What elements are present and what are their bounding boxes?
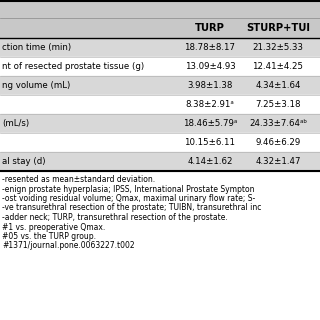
- Text: #1371/journal.pone.0063227.t002: #1371/journal.pone.0063227.t002: [2, 242, 135, 251]
- Text: -ve transurethral resection of the prostate; TUIBN, transurethral inc: -ve transurethral resection of the prost…: [2, 204, 261, 212]
- Text: -adder neck; TURP, transurethral resection of the prostate.: -adder neck; TURP, transurethral resecti…: [2, 213, 228, 222]
- Text: -resented as mean±standard deviation.: -resented as mean±standard deviation.: [2, 175, 155, 184]
- Text: -enign prostate hyperplasia; IPSS, International Prostate Sympton: -enign prostate hyperplasia; IPSS, Inter…: [2, 185, 254, 194]
- Text: 21.32±5.33: 21.32±5.33: [252, 43, 303, 52]
- Text: 4.14±1.62: 4.14±1.62: [187, 157, 233, 166]
- Bar: [0, 38, 320, 57]
- Text: 12.41±4.25: 12.41±4.25: [252, 62, 303, 71]
- Text: 24.33±7.64ᵃᵇ: 24.33±7.64ᵃᵇ: [249, 119, 307, 128]
- Text: STURP+TUI: STURP+TUI: [246, 23, 310, 33]
- Bar: [0, 95, 320, 114]
- Text: -ost voiding residual volume; Qmax, maximal urinary flow rate; S-: -ost voiding residual volume; Qmax, maxi…: [2, 194, 255, 203]
- Text: 18.78±8.17: 18.78±8.17: [185, 43, 236, 52]
- Text: #05 vs. the TURP group.: #05 vs. the TURP group.: [2, 232, 96, 241]
- Bar: [0, 114, 320, 133]
- Text: ng volume (mL): ng volume (mL): [2, 81, 70, 90]
- Text: (mL/s): (mL/s): [2, 119, 29, 128]
- Text: #1 vs. preoperative Qmax.: #1 vs. preoperative Qmax.: [2, 222, 105, 231]
- Text: ction time (min): ction time (min): [2, 43, 71, 52]
- Text: 13.09±4.93: 13.09±4.93: [185, 62, 236, 71]
- Text: 4.34±1.64: 4.34±1.64: [255, 81, 301, 90]
- Bar: [0, 0, 320, 18]
- Bar: [0, 57, 320, 76]
- Text: 7.25±3.18: 7.25±3.18: [255, 100, 301, 109]
- Text: 18.46±5.79ᵃ: 18.46±5.79ᵃ: [183, 119, 237, 128]
- Bar: [0, 18, 320, 38]
- Text: 10.15±6.11: 10.15±6.11: [185, 138, 236, 147]
- Text: nt of resected prostate tissue (g): nt of resected prostate tissue (g): [2, 62, 144, 71]
- Text: 8.38±2.91ᵃ: 8.38±2.91ᵃ: [186, 100, 234, 109]
- Text: al stay (d): al stay (d): [2, 157, 45, 166]
- Bar: [0, 133, 320, 152]
- Text: 3.98±1.38: 3.98±1.38: [187, 81, 233, 90]
- Text: TURP: TURP: [195, 23, 225, 33]
- Text: 4.32±1.47: 4.32±1.47: [255, 157, 301, 166]
- Bar: [0, 76, 320, 95]
- Text: 9.46±6.29: 9.46±6.29: [255, 138, 300, 147]
- Bar: [0, 152, 320, 171]
